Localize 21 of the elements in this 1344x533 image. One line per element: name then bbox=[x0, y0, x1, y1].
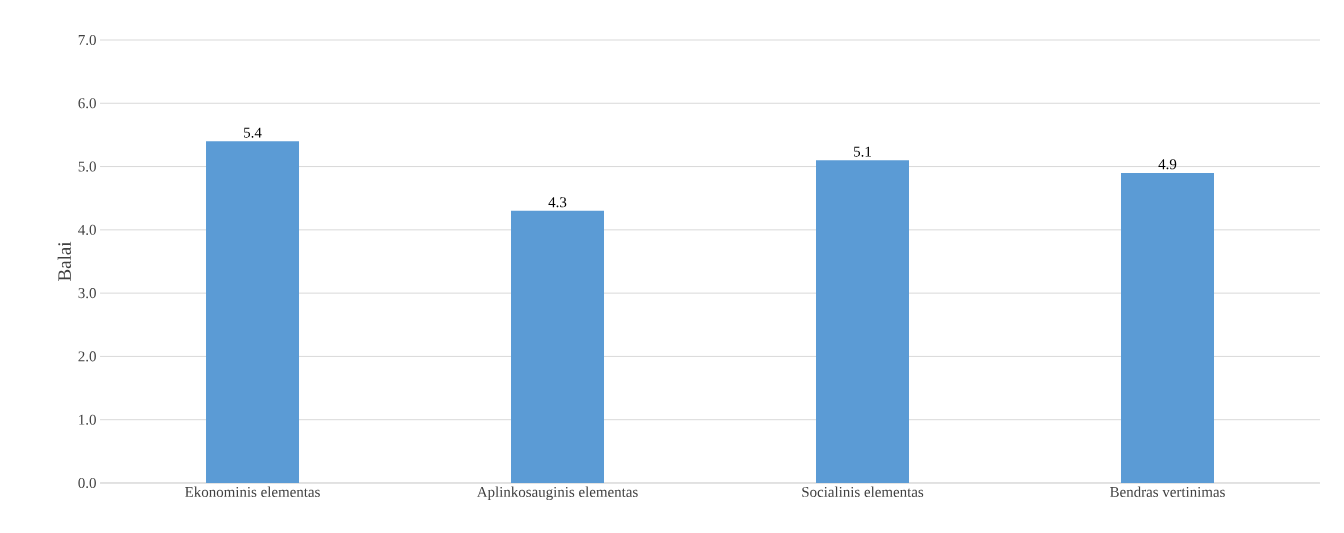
x-tick-label: Ekonominis elementas bbox=[185, 486, 320, 498]
data-label: 5.1 bbox=[854, 146, 871, 157]
y-tick-label: 6.0 bbox=[78, 98, 96, 109]
y-tick-label: 0.0 bbox=[78, 477, 96, 489]
bar bbox=[1120, 172, 1214, 483]
data-label: 4.3 bbox=[548, 197, 567, 208]
y-tick-label: 4.0 bbox=[78, 224, 96, 235]
y-tick-label: 3.0 bbox=[78, 288, 96, 299]
data-label: 5.4 bbox=[244, 127, 262, 138]
y-axis-title: Balai bbox=[57, 241, 71, 281]
x-tick-label: Aplinkosauginis elementas bbox=[476, 486, 638, 501]
x-tick-label: Socialinis elementas bbox=[802, 486, 924, 498]
bar bbox=[206, 141, 300, 483]
bar bbox=[816, 160, 909, 483]
y-tick-label: 1.0 bbox=[79, 414, 96, 425]
y-tick-label: 7.0 bbox=[78, 34, 96, 46]
y-tick-label: 5.0 bbox=[78, 161, 96, 172]
x-tick-label: Bendras vertinimas bbox=[1110, 486, 1225, 498]
data-label: 4.9 bbox=[1158, 159, 1177, 170]
bar bbox=[511, 210, 605, 483]
y-tick-label: 2.0 bbox=[78, 351, 96, 362]
